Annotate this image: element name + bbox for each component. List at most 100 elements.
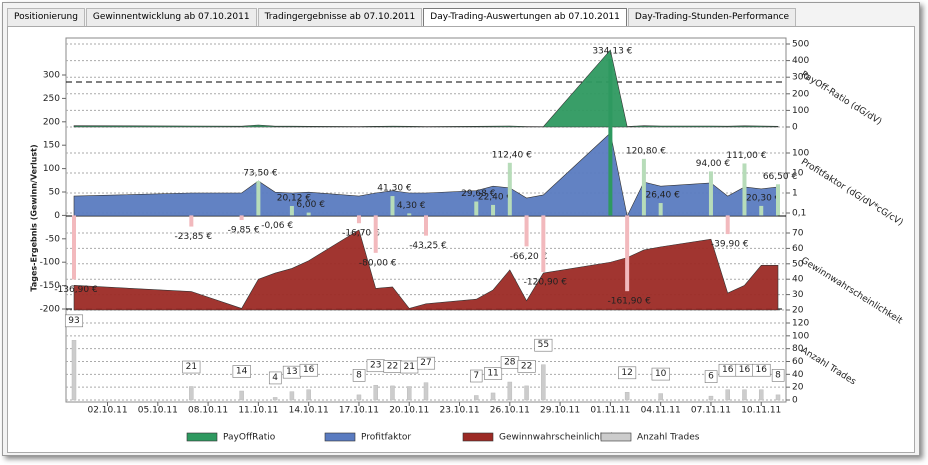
result-bar (708, 171, 713, 216)
trade-bar (239, 390, 244, 401)
result-bar (239, 215, 244, 221)
tab[interactable]: Gewinnentwicklung ab 07.10.2011 (85, 8, 257, 27)
result-bar (658, 203, 663, 216)
y2-tick-label: 60 (792, 357, 804, 367)
result-label: 20,30 € (746, 193, 781, 203)
label-box (484, 367, 503, 380)
y2-tick-label: 30 (792, 290, 804, 300)
y-tick-label: -100 (40, 258, 61, 268)
tab[interactable]: Day-Trading-Stunden-Performance (627, 8, 797, 27)
tab[interactable]: Day-Trading-Auswertungen ab 07.10.2011 (423, 8, 627, 27)
trade-bar (356, 394, 362, 401)
result-label: -0,06 € (261, 221, 293, 231)
legend-swatch (324, 432, 356, 442)
trade-bar (524, 385, 529, 401)
y2-tick-label: 400 (792, 56, 809, 66)
x-tick-label: 11.10.11 (238, 406, 278, 416)
trade-count-label: 8 (775, 370, 781, 380)
result-label: -23,85 € (175, 232, 213, 242)
label-box (232, 365, 251, 378)
result-bar (373, 215, 378, 253)
y2-axis-title: Gewinnwahrscheinlichkeit (799, 256, 904, 327)
trade-bar (725, 389, 730, 401)
y2-tick-label: 40 (792, 370, 804, 380)
y2-tick-label: 500 (792, 40, 809, 50)
label-box (416, 356, 436, 370)
label-box (299, 363, 318, 377)
trade-bar (541, 364, 546, 401)
result-bar (625, 215, 630, 292)
result-label: -80,00 € (359, 258, 397, 268)
x-tick-label: 17.10.11 (339, 406, 379, 416)
result-bar (491, 204, 496, 216)
result-bar (390, 196, 395, 216)
trade-count-label: 8 (356, 370, 362, 380)
trade-count-label: 55 (538, 340, 549, 350)
y2-tick-label: 20 (792, 306, 804, 316)
trade-count-label: 11 (487, 368, 498, 378)
trade-bar (406, 386, 412, 401)
trade-count-label: 93 (68, 316, 79, 326)
y2-tick-label: 120 (792, 319, 809, 329)
result-bar (256, 181, 261, 216)
result-bar (289, 205, 294, 216)
x-tick-label: 04.11.11 (641, 406, 681, 416)
trade-count-label: 16 (303, 365, 315, 375)
y2-axis-title: Anzahl Trades (799, 346, 858, 388)
trade-count-label: 14 (236, 367, 248, 377)
result-label: 4,30 € (397, 201, 426, 211)
y2-tick-label: 10 (792, 169, 804, 179)
label-box (470, 369, 483, 383)
x-tick-label: 29.10.11 (540, 406, 580, 416)
result-bar (72, 215, 76, 280)
x-tick-label: 26.10.11 (490, 406, 530, 416)
trade-bar (775, 394, 781, 401)
trade-count-label: 16 (722, 365, 734, 375)
tab[interactable]: Tradingergebnisse ab 07.10.2011 (257, 8, 423, 27)
label-box (268, 371, 282, 385)
result-label: 41,30 € (377, 184, 412, 194)
legend-label: Anzahl Trades (637, 433, 700, 443)
trade-bar (423, 382, 429, 401)
trade-count-label: 21 (186, 362, 197, 372)
x-tick-label: 23.10.11 (439, 406, 479, 416)
y-tick-label: 100 (43, 164, 60, 174)
y-axis-title: Tages-Ergebnis (Gewinn/Verlust) (30, 144, 39, 291)
y2-axis-title: Profitfaktor (dG/dV*cG/cV) (799, 157, 904, 228)
y-tick-label: 0 (54, 211, 60, 221)
result-label: 334,13 € (592, 47, 632, 57)
trade-bar (624, 392, 630, 401)
label-box (651, 367, 670, 381)
result-bar (424, 215, 428, 236)
trade-count-label: 16 (756, 365, 768, 375)
trade-bar (71, 340, 77, 401)
result-label: 6,00 € (296, 200, 325, 210)
result-bar (356, 215, 361, 224)
y-tick-label: 300 (43, 71, 60, 81)
y-tick-label: 250 (43, 94, 60, 104)
result-label: 112,40 € (492, 150, 532, 160)
label-box (182, 360, 201, 374)
x-tick-label: 05.10.11 (138, 406, 178, 416)
y-tick-label: -150 (40, 281, 61, 291)
legend-swatch (600, 432, 632, 442)
y2-tick-label: 40 (792, 275, 804, 285)
legend-label: PayOffRatio (223, 433, 276, 443)
trade-count-label: 21 (404, 362, 415, 372)
y2-tick-label: 1 (792, 189, 798, 199)
y2-tick-label: 300 (792, 73, 809, 83)
label-box (618, 366, 637, 380)
result-label: 29,68 € (461, 189, 496, 199)
label-box (534, 338, 553, 352)
x-tick-label: 20.10.11 (389, 406, 429, 416)
trade-bar (189, 386, 194, 401)
x-tick-label: 10.11.11 (741, 406, 781, 416)
trade-count-label: 16 (739, 365, 751, 375)
tab[interactable]: Positionierung (7, 8, 85, 27)
y-tick-label: 50 (49, 188, 61, 198)
result-bar (507, 162, 512, 216)
result-bar (306, 212, 311, 216)
result-label: -136,90 € (54, 285, 98, 295)
y2-axis-title: PayOff-Ratio (dG/dV) (799, 70, 883, 128)
